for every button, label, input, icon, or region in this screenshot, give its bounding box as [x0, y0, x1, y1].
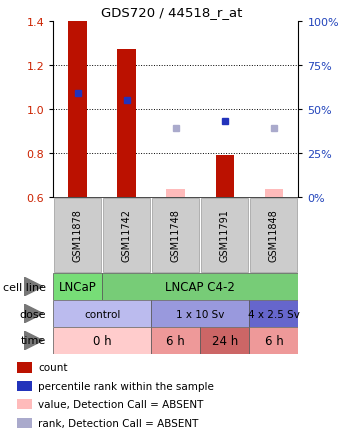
Bar — [249, 300, 298, 327]
Text: GSM11848: GSM11848 — [269, 209, 279, 262]
Text: rank, Detection Call = ABSENT: rank, Detection Call = ABSENT — [38, 418, 199, 427]
Bar — [250, 199, 297, 272]
Bar — [249, 327, 298, 354]
Bar — [17, 399, 32, 409]
Bar — [201, 199, 248, 272]
Text: time: time — [21, 336, 46, 345]
Text: count: count — [38, 363, 68, 373]
Bar — [264, 190, 283, 197]
Bar — [54, 199, 101, 272]
Bar — [166, 190, 185, 197]
Text: LNCAP C4-2: LNCAP C4-2 — [165, 280, 235, 293]
Text: 24 h: 24 h — [212, 334, 238, 347]
Polygon shape — [24, 331, 43, 350]
Bar — [53, 327, 151, 354]
Text: cell line: cell line — [3, 282, 46, 292]
Text: 0 h: 0 h — [93, 334, 111, 347]
Polygon shape — [24, 304, 43, 323]
Bar — [17, 363, 32, 373]
Text: GSM11878: GSM11878 — [73, 209, 83, 262]
Bar — [215, 156, 234, 197]
Bar — [200, 327, 249, 354]
Bar — [53, 300, 151, 327]
Text: GSM11748: GSM11748 — [171, 209, 181, 262]
Text: control: control — [84, 309, 120, 319]
Bar — [117, 50, 136, 197]
Bar — [17, 418, 32, 427]
Bar — [152, 199, 199, 272]
Text: value, Detection Call = ABSENT: value, Detection Call = ABSENT — [38, 399, 203, 409]
Text: LNCaP: LNCaP — [59, 280, 97, 293]
Text: 6 h: 6 h — [166, 334, 185, 347]
Text: percentile rank within the sample: percentile rank within the sample — [38, 381, 214, 391]
Bar — [102, 273, 298, 300]
Text: GDS720 / 44518_r_at: GDS720 / 44518_r_at — [101, 7, 242, 20]
Text: 6 h: 6 h — [264, 334, 283, 347]
Text: dose: dose — [20, 309, 46, 319]
Text: GSM11742: GSM11742 — [122, 209, 132, 262]
Bar — [151, 327, 200, 354]
Bar — [68, 22, 87, 197]
Bar — [17, 381, 32, 391]
Bar — [151, 300, 249, 327]
Bar — [103, 199, 150, 272]
Text: 4 x 2.5 Sv: 4 x 2.5 Sv — [248, 309, 300, 319]
Bar — [53, 273, 102, 300]
Text: GSM11791: GSM11791 — [220, 209, 230, 262]
Text: 1 x 10 Sv: 1 x 10 Sv — [176, 309, 225, 319]
Polygon shape — [24, 277, 43, 296]
